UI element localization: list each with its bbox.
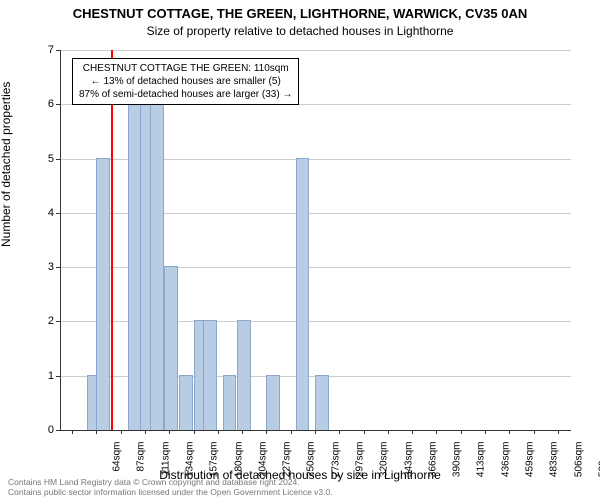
xtick-mark [461, 430, 462, 434]
info-box: CHESTNUT COTTAGE THE GREEN: 110sqm ← 13%… [72, 58, 299, 105]
xtick-label: 436sqm [500, 442, 511, 482]
xtick-label: 111sqm [160, 442, 171, 482]
ytick-label: 1 [34, 370, 54, 382]
xtick-label: 413sqm [476, 442, 487, 482]
plot-area [60, 50, 571, 431]
histogram-bar [179, 375, 193, 430]
xtick-mark [315, 430, 316, 434]
xtick-mark [485, 430, 486, 434]
histogram-bar [237, 320, 251, 430]
property-marker-line [111, 50, 113, 430]
xtick-label: 506sqm [573, 442, 584, 482]
xtick-label: 157sqm [209, 442, 220, 482]
ytick-mark [56, 430, 60, 431]
ytick-label: 6 [34, 98, 54, 110]
histogram-bar [150, 103, 164, 430]
xtick-mark [364, 430, 365, 434]
info-line-2: ← 13% of detached houses are smaller (5) [79, 75, 292, 88]
xtick-mark [169, 430, 170, 434]
xtick-label: 483sqm [549, 442, 560, 482]
ytick-mark [56, 376, 60, 377]
chart-title-sub: Size of property relative to detached ho… [0, 24, 600, 38]
histogram-bar [164, 266, 178, 430]
xtick-mark [266, 430, 267, 434]
ytick-mark [56, 213, 60, 214]
ytick-mark [56, 159, 60, 160]
histogram-bar [296, 158, 310, 430]
xtick-mark [194, 430, 195, 434]
xtick-mark [121, 430, 122, 434]
xtick-label: 390sqm [452, 442, 463, 482]
xtick-mark [558, 430, 559, 434]
histogram-bar [223, 375, 237, 430]
xtick-label: 134sqm [185, 442, 196, 482]
chart-title-main: CHESTNUT COTTAGE, THE GREEN, LIGHTHORNE,… [0, 6, 600, 21]
ytick-label: 2 [34, 315, 54, 327]
xtick-mark [72, 430, 73, 434]
histogram-bar [315, 375, 329, 430]
xtick-label: 227sqm [282, 442, 293, 482]
xtick-mark [534, 430, 535, 434]
xtick-label: 87sqm [136, 442, 147, 482]
xtick-mark [242, 430, 243, 434]
xtick-label: 180sqm [233, 442, 244, 482]
ytick-label: 4 [34, 207, 54, 219]
xtick-label: 250sqm [306, 442, 317, 482]
histogram-bar [96, 158, 110, 430]
ytick-label: 0 [34, 424, 54, 436]
y-axis-label: Number of detached properties [0, 82, 13, 247]
xtick-label: 204sqm [257, 442, 268, 482]
gridline [61, 50, 571, 51]
xtick-mark [339, 430, 340, 434]
xtick-label: 459sqm [525, 442, 536, 482]
xtick-mark [436, 430, 437, 434]
info-line-3: 87% of semi-detached houses are larger (… [79, 88, 292, 101]
xtick-mark [388, 430, 389, 434]
xtick-mark [145, 430, 146, 434]
xtick-mark [218, 430, 219, 434]
xtick-label: 320sqm [379, 442, 390, 482]
credits-line-2: Contains public sector information licen… [8, 488, 333, 498]
ytick-mark [56, 321, 60, 322]
ytick-label: 5 [34, 153, 54, 165]
xtick-mark [291, 430, 292, 434]
histogram-bar [203, 320, 217, 430]
xtick-mark [509, 430, 510, 434]
chart-container: CHESTNUT COTTAGE, THE GREEN, LIGHTHORNE,… [0, 0, 600, 500]
xtick-mark [96, 430, 97, 434]
ytick-mark [56, 267, 60, 268]
xtick-label: 64sqm [112, 442, 123, 482]
xtick-label: 297sqm [355, 442, 366, 482]
xtick-label: 343sqm [403, 442, 414, 482]
xtick-label: 273sqm [330, 442, 341, 482]
ytick-label: 3 [34, 261, 54, 273]
ytick-mark [56, 104, 60, 105]
histogram-bar [266, 375, 280, 430]
xtick-label: 366sqm [427, 442, 438, 482]
ytick-label: 7 [34, 44, 54, 56]
info-line-1: CHESTNUT COTTAGE THE GREEN: 110sqm [79, 62, 292, 75]
xtick-mark [412, 430, 413, 434]
ytick-mark [56, 50, 60, 51]
